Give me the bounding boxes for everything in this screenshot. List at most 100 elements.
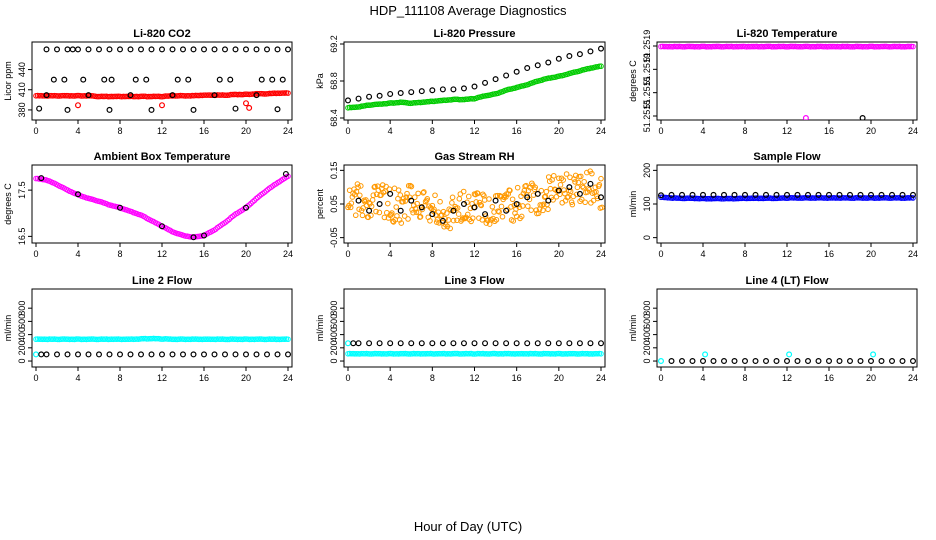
- data-point: [870, 351, 877, 358]
- data-point: [180, 351, 187, 358]
- plot-area: [657, 191, 916, 202]
- data-point: [555, 340, 562, 347]
- data-point: [190, 106, 197, 113]
- data-point: [815, 358, 822, 365]
- data-point: [888, 358, 895, 365]
- data-point: [598, 63, 604, 70]
- x-tick-label: 12: [782, 249, 792, 259]
- plot-frame: [343, 41, 606, 121]
- x-tick-label: 20: [241, 249, 251, 259]
- y-axis-label: ml/min: [628, 191, 638, 218]
- data-point: [279, 76, 286, 83]
- x-tick-label: 0: [345, 249, 350, 259]
- data-point: [358, 183, 364, 189]
- data-point: [424, 196, 431, 202]
- panel-title: Line 2 Flow: [132, 275, 192, 287]
- panel-title: Line 3 Flow: [445, 275, 505, 287]
- data-point: [355, 197, 362, 204]
- data-point: [376, 340, 383, 347]
- data-point: [232, 46, 239, 53]
- data-point: [420, 190, 427, 196]
- data-point: [702, 351, 709, 358]
- data-point: [815, 191, 822, 198]
- data-point: [836, 358, 843, 365]
- panel-gas-stream-rh: Gas Stream RH percent 0 4 8 12 16 20 24 -0.05 0.05…: [315, 151, 606, 259]
- data-point: [597, 45, 604, 52]
- data-point: [148, 106, 155, 113]
- data-point: [580, 184, 587, 191]
- data-point: [415, 190, 421, 197]
- y-tick-label: 800: [17, 301, 27, 316]
- data-point: [169, 92, 176, 99]
- x-tick-label: 8: [117, 126, 122, 136]
- y-tick-label: 0: [329, 359, 339, 364]
- y-tick-label: 380: [17, 102, 27, 117]
- y-tick-label: -0.05: [329, 227, 339, 248]
- data-point: [449, 194, 456, 201]
- data-point: [74, 102, 81, 109]
- data-point: [867, 358, 874, 365]
- x-tick-label: 0: [33, 373, 38, 383]
- series-1: [38, 170, 289, 241]
- y-tick-label: 0: [642, 359, 652, 364]
- data-point: [668, 358, 675, 365]
- data-point: [384, 200, 391, 207]
- data-point: [741, 358, 748, 365]
- x-tick-label: 16: [824, 373, 834, 383]
- data-point: [74, 351, 81, 358]
- data-point: [478, 202, 485, 209]
- data-point: [503, 191, 510, 197]
- data-point: [575, 179, 582, 186]
- data-point: [101, 76, 108, 83]
- data-point: [85, 46, 92, 53]
- data-point: [95, 351, 102, 358]
- x-tick-label: 4: [75, 249, 80, 259]
- data-point: [116, 351, 123, 358]
- data-point: [36, 105, 43, 112]
- panel-ambient-box-temperature: Ambient Box Temperature degrees C 0 4 8 12 16 2…: [3, 151, 293, 259]
- data-point: [596, 181, 603, 188]
- data-point: [534, 62, 541, 69]
- data-point: [475, 190, 481, 197]
- y-tick-label: 100: [642, 196, 652, 211]
- data-point: [38, 351, 45, 358]
- data-point: [357, 192, 363, 199]
- data-point: [74, 191, 81, 198]
- data-point: [138, 46, 145, 53]
- y-axis-label: ml/min: [315, 315, 325, 342]
- data-point: [802, 115, 809, 120]
- plot-frame: [656, 164, 918, 244]
- y-tick-label: 0: [17, 359, 27, 364]
- data-point: [395, 187, 402, 193]
- data-point: [448, 207, 454, 213]
- data-point: [524, 194, 531, 201]
- x-tick-label: 20: [554, 126, 564, 136]
- data-point: [492, 197, 499, 204]
- data-point: [909, 358, 916, 365]
- x-tick-label: 16: [824, 126, 834, 136]
- data-point: [598, 175, 604, 182]
- data-point: [547, 185, 554, 192]
- data-point: [258, 76, 265, 83]
- data-point: [380, 101, 387, 107]
- panel-li-820-co2: Li-820 CO2 Licor ppm 0 4 8 12 16 20 24 380 410 440: [3, 28, 293, 136]
- x-tick-label: 20: [866, 126, 876, 136]
- data-point: [555, 187, 562, 194]
- plot-area: [657, 351, 916, 365]
- data-point: [867, 191, 874, 198]
- data-point: [597, 194, 604, 201]
- data-point: [387, 190, 394, 197]
- data-point: [804, 358, 811, 365]
- data-point: [566, 340, 573, 347]
- data-point: [899, 358, 906, 365]
- x-tick-label: 4: [75, 126, 80, 136]
- data-point: [95, 46, 102, 53]
- y-tick-label: 0.15: [329, 162, 339, 180]
- data-point: [450, 86, 457, 93]
- data-point: [201, 232, 208, 239]
- data-point: [138, 351, 145, 358]
- y-tick-label: 16.5: [17, 228, 27, 246]
- y-tick-label: 200: [17, 340, 27, 355]
- data-point: [545, 59, 552, 66]
